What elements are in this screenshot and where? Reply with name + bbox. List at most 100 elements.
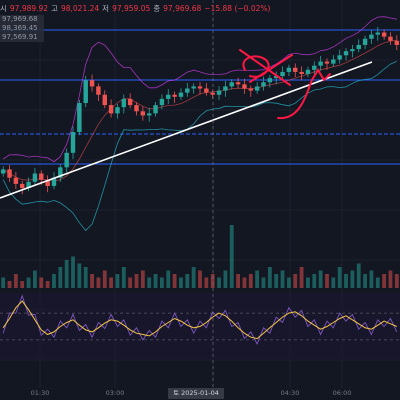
open-value: 97,989.92 — [9, 4, 49, 13]
volume-bar — [58, 267, 63, 288]
candle-body — [191, 86, 196, 89]
indicator-value-1[interactable]: 97,969.68 — [0, 15, 44, 24]
volume-bar — [286, 277, 291, 288]
volume-bar — [147, 277, 152, 288]
candle-body — [273, 76, 279, 79]
candle-body — [197, 86, 203, 89]
candle-body — [337, 55, 342, 60]
annotation-arrow — [277, 68, 331, 120]
candle-body — [280, 71, 285, 77]
candle-body — [305, 69, 311, 74]
candle-body — [77, 103, 82, 133]
candle-body — [51, 177, 57, 186]
time-label: 04:30 — [280, 389, 300, 397]
candle-body — [324, 61, 330, 64]
candle-body — [153, 105, 158, 114]
volume-bar — [344, 274, 348, 288]
candle-body — [0, 169, 6, 174]
crosshair-time-label: 토 2025-01-04 02:54 — [168, 388, 224, 399]
low-label: 저 — [102, 4, 110, 13]
volume-bar — [83, 267, 88, 288]
candle-body — [134, 105, 139, 112]
candle-body — [248, 88, 254, 91]
volume-bar — [166, 270, 171, 288]
candle-body — [178, 92, 184, 97]
candle-body — [45, 179, 50, 186]
candle-body — [318, 61, 323, 66]
volume-bar — [77, 263, 82, 288]
volume-bar — [7, 281, 12, 288]
volume-bar — [115, 274, 120, 288]
candle-body — [127, 98, 133, 106]
candle-body — [267, 78, 273, 83]
candle-body — [362, 38, 368, 45]
volume-bar — [179, 277, 183, 288]
candle-body — [254, 86, 260, 91]
oscillator-signal-line — [2, 300, 397, 340]
candle-body — [102, 94, 107, 106]
candle-body — [70, 132, 76, 153]
candle-body — [83, 80, 88, 104]
volume-bar — [198, 270, 202, 288]
bollinger-upper — [2, 16, 397, 163]
volume-bar — [20, 281, 25, 288]
annotation-cross-1 — [239, 49, 291, 86]
volume-bar — [242, 277, 247, 288]
candle-body — [204, 88, 209, 93]
candle-body — [89, 80, 95, 87]
volume-bar — [26, 277, 31, 288]
volume-bar — [191, 267, 196, 288]
time-axis[interactable]: 01:30 03:00 04:30 06:00 토 2025-01-04 02:… — [0, 388, 400, 400]
volume-bar — [223, 270, 228, 288]
volume-bar — [255, 270, 260, 288]
volume-bar — [185, 274, 190, 288]
volume-bar — [280, 270, 285, 288]
volume-bar — [128, 277, 133, 288]
candle-body — [96, 86, 101, 95]
annotation-drawing[interactable] — [239, 49, 331, 120]
candle-body — [375, 32, 380, 35]
volume-bar — [172, 274, 177, 288]
candle-body — [108, 105, 114, 114]
open-label: 시 — [0, 4, 7, 13]
bollinger-lower — [2, 61, 397, 232]
volume-bar — [261, 277, 266, 288]
volume-bar — [64, 260, 69, 288]
candle-body — [388, 36, 393, 41]
candle-body — [394, 40, 400, 45]
high-value: 98,021.24 — [60, 4, 100, 13]
volume-bar — [210, 274, 215, 288]
volume-bars — [1, 225, 399, 288]
candle-body — [64, 152, 69, 168]
indicator-value-2[interactable]: 98,369.45 — [0, 24, 44, 33]
candle-body — [331, 59, 336, 64]
candle-body — [356, 44, 361, 50]
candle-body — [7, 169, 12, 178]
candle-body — [293, 67, 298, 72]
volume-bar — [267, 267, 272, 288]
candle-body — [350, 49, 355, 52]
volume-bar — [153, 274, 158, 288]
candle-body — [166, 94, 171, 99]
volume-bar — [293, 274, 298, 288]
volume-bar — [160, 277, 164, 288]
volume-bar — [356, 263, 361, 288]
time-label: 06:00 — [332, 389, 352, 397]
candle-body — [26, 181, 31, 189]
volume-bar — [331, 277, 336, 288]
volume-bar — [71, 256, 75, 288]
indicator-value-3[interactable]: 97,569.91 — [0, 33, 44, 42]
candle-body — [39, 173, 44, 180]
candle-body — [121, 98, 127, 108]
volume-bar — [363, 274, 367, 288]
volume-bar — [109, 277, 114, 288]
candle-body — [223, 86, 228, 91]
candle-body — [235, 82, 241, 85]
candle-body — [299, 71, 304, 74]
volume-bar — [325, 274, 329, 288]
volume-bar — [52, 274, 56, 288]
candle-body — [185, 88, 190, 93]
volume-bar — [217, 277, 221, 288]
